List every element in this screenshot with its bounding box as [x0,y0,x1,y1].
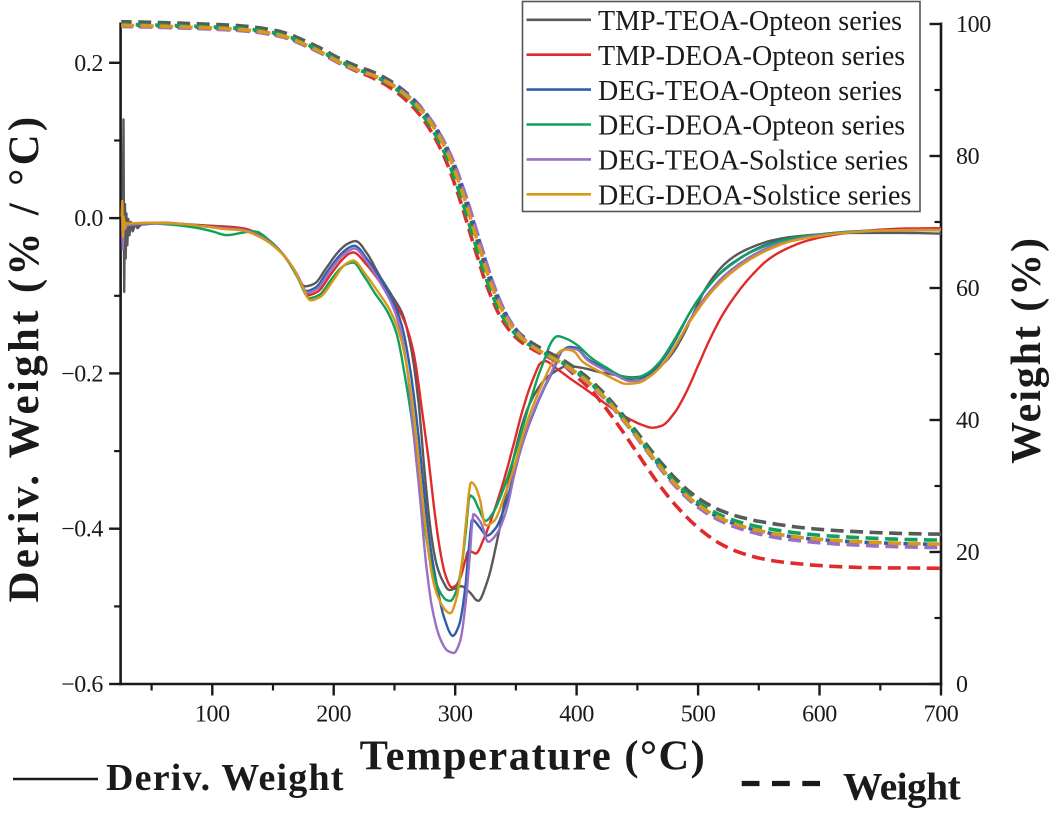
svg-text:40: 40 [956,408,980,434]
svg-text:TMP-TEOA-Opteon series: TMP-TEOA-Opteon series [598,6,902,37]
svg-text:60: 60 [956,276,980,302]
svg-text:500: 500 [681,702,716,728]
svg-text:Weight (%): Weight (%) [1004,236,1050,464]
svg-text:0: 0 [956,672,968,698]
svg-text:600: 600 [802,702,837,728]
svg-text:Deriv. Weight: Deriv. Weight [106,757,345,799]
svg-text:0.2: 0.2 [74,51,103,77]
svg-text:DEG-TEOA-Solstice series: DEG-TEOA-Solstice series [598,146,908,177]
svg-text:0.0: 0.0 [74,206,103,232]
svg-text:80: 80 [956,144,980,170]
svg-text:−0.2: −0.2 [61,361,103,387]
svg-text:DEG-DEOA-Opteon series: DEG-DEOA-Opteon series [598,111,905,142]
svg-text:Temperature (°C): Temperature (°C) [360,733,707,780]
svg-text:400: 400 [559,702,594,728]
svg-text:DEG-TEOA-Opteon series: DEG-TEOA-Opteon series [598,76,902,107]
svg-text:100: 100 [956,12,991,38]
svg-text:DEG-DEOA-Solstice series: DEG-DEOA-Solstice series [598,181,911,212]
svg-text:20: 20 [956,540,980,566]
svg-text:−0.6: −0.6 [61,672,103,698]
svg-text:TMP-DEOA-Opteon series: TMP-DEOA-Opteon series [598,41,905,72]
svg-text:Weight: Weight [843,765,961,809]
svg-text:−0.4: −0.4 [61,517,103,543]
svg-text:200: 200 [316,702,351,728]
svg-text:700: 700 [924,702,959,728]
svg-text:100: 100 [195,702,230,728]
svg-text:300: 300 [438,702,473,728]
svg-text:Deriv. Weight (% / °C): Deriv. Weight (% / °C) [1,113,48,602]
